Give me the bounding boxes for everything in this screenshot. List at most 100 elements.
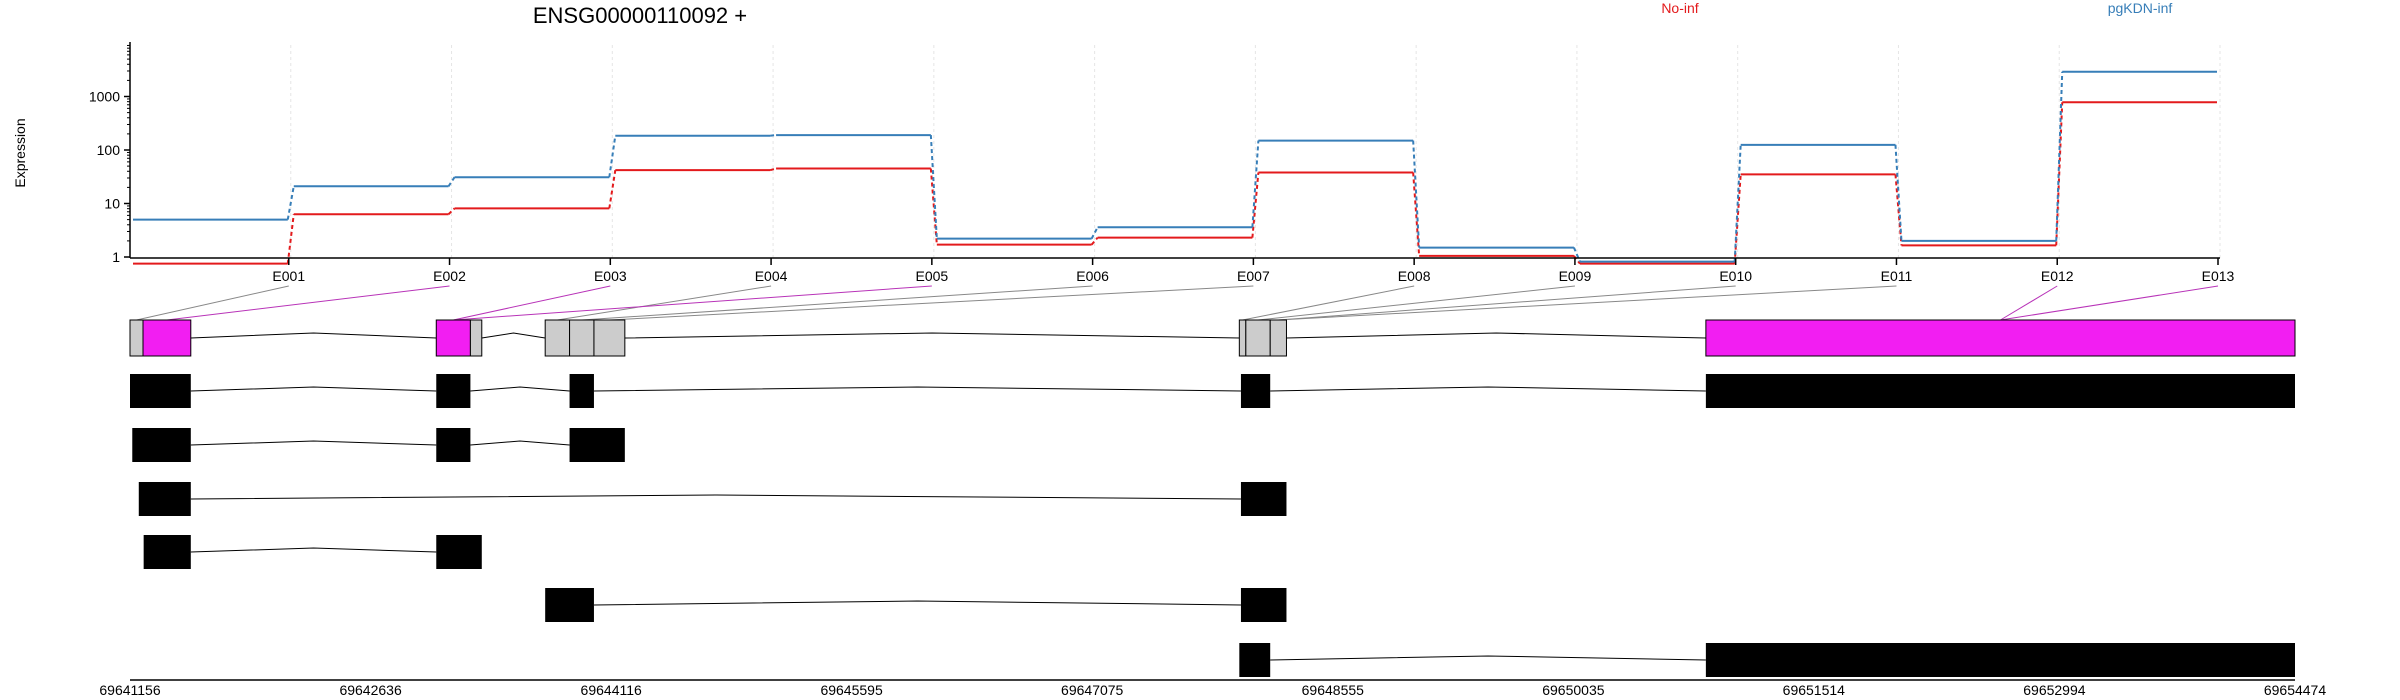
exon-tick-label: E003 bbox=[594, 268, 627, 284]
exon-tick-label: E005 bbox=[915, 268, 948, 284]
genomic-tick-label: 69654474 bbox=[2264, 682, 2327, 698]
exon-connector bbox=[581, 285, 1093, 321]
chart-title: ENSG00000110092 + bbox=[533, 3, 747, 28]
series-connector bbox=[1894, 174, 1903, 246]
intron-line bbox=[624, 332, 1240, 339]
transcript-exon bbox=[130, 374, 191, 408]
exon-connector bbox=[609, 285, 1254, 321]
intron-line bbox=[470, 386, 570, 392]
exon-bin-e006 bbox=[569, 319, 595, 357]
genomic-axis: 69641156 69642636 69644116 69645595 69647075… bbox=[99, 679, 2327, 698]
series-connector bbox=[769, 134, 777, 137]
exon-bin-e010 bbox=[1269, 319, 1287, 357]
exon-bin-e003 bbox=[435, 319, 471, 357]
exon-connector bbox=[166, 285, 450, 321]
genomic-tick-label: 69642636 bbox=[339, 682, 402, 698]
exon-tick-label: E002 bbox=[433, 268, 466, 284]
exon-bin-e009 bbox=[1245, 319, 1271, 357]
series-connector bbox=[2055, 71, 2064, 241]
exon-tick-label: E009 bbox=[1559, 268, 1592, 284]
exon-tick-label: E001 bbox=[272, 268, 305, 284]
series-connector bbox=[929, 168, 938, 245]
y-axis: 1 10 100 1000 bbox=[89, 42, 131, 265]
series-connector bbox=[286, 186, 295, 220]
intron-line bbox=[470, 440, 570, 446]
transcript-exon bbox=[436, 374, 471, 408]
series-connector bbox=[1090, 236, 1099, 246]
transcript-exon bbox=[1240, 374, 1271, 408]
exon-bin-e007 bbox=[593, 319, 626, 357]
y-tick-label: 1000 bbox=[89, 89, 120, 105]
exon-bin-e011 bbox=[1705, 319, 2296, 357]
exon-tick-label: E006 bbox=[1076, 268, 1109, 284]
exon-connector bbox=[557, 285, 772, 321]
intron-line bbox=[190, 440, 437, 446]
genomic-tick-label: 69650035 bbox=[1542, 682, 1605, 698]
transcript-exon bbox=[143, 535, 191, 569]
series-connector bbox=[1251, 140, 1260, 228]
intron-line bbox=[1270, 655, 1706, 661]
genomic-tick-label: 69644116 bbox=[581, 682, 642, 698]
transcript-exon bbox=[569, 428, 625, 462]
transcript-models bbox=[130, 374, 2295, 677]
exon-connector bbox=[453, 285, 611, 321]
y-tick-label: 10 bbox=[104, 196, 120, 212]
exon-connector bbox=[2000, 285, 2058, 321]
exon-bin-e005 bbox=[544, 319, 571, 357]
transcript-exon bbox=[138, 482, 191, 516]
exon-axis: E001 E002 E003 E004 E005 E006 E007 E008 E009 E010… bbox=[130, 257, 2235, 284]
genomic-tick-label: 69651514 bbox=[1783, 682, 1846, 698]
series-connector bbox=[1733, 144, 1742, 262]
series-connector bbox=[1090, 226, 1099, 240]
genomic-tick-label: 69647075 bbox=[1061, 682, 1124, 698]
exon-tick-label: E013 bbox=[2202, 268, 2235, 284]
y-tick-label: 100 bbox=[97, 142, 121, 158]
transcript-exon bbox=[545, 588, 594, 622]
intron-line bbox=[593, 600, 1241, 606]
intron-line bbox=[1286, 332, 1706, 339]
exon-connector bbox=[136, 285, 289, 321]
exon-bin-e008 bbox=[1238, 319, 1247, 357]
grid-lines bbox=[129, 45, 2221, 258]
gene-model bbox=[129, 319, 2296, 357]
exon-tick-label: E010 bbox=[1719, 268, 1752, 284]
intron-line bbox=[593, 386, 1241, 392]
exon-bin-e001 bbox=[129, 319, 144, 357]
transcript-exon bbox=[436, 428, 471, 462]
series-connector bbox=[1412, 140, 1421, 248]
exon-tick-label: E008 bbox=[1398, 268, 1431, 284]
intron-line bbox=[190, 494, 1241, 500]
series-connector bbox=[1573, 255, 1581, 265]
intron-line bbox=[190, 386, 437, 392]
exon-bin-e004 bbox=[469, 319, 483, 357]
series-connector bbox=[769, 167, 777, 172]
series-connector bbox=[447, 207, 456, 215]
series-connector bbox=[447, 176, 456, 187]
exon-connector bbox=[1257, 285, 1575, 321]
exon-connector bbox=[453, 285, 932, 321]
transcript-exon bbox=[436, 535, 482, 569]
y-tick-label: 1 bbox=[112, 249, 120, 265]
transcript-exon bbox=[569, 374, 594, 408]
y-axis-label: Expression bbox=[12, 118, 28, 187]
transcript-exon bbox=[1240, 588, 1287, 622]
genomic-tick-label: 69641156 bbox=[99, 682, 160, 698]
series-connector bbox=[1573, 247, 1581, 263]
exon-tick-label: E011 bbox=[1881, 268, 1913, 284]
genomic-tick-label: 69648555 bbox=[1302, 682, 1365, 698]
series-connector bbox=[286, 214, 295, 264]
intron-line bbox=[481, 332, 546, 339]
expression-plot bbox=[133, 70, 2217, 265]
series-connector bbox=[929, 135, 938, 239]
legend-pgkdn-inf: pgKDN-inf bbox=[2108, 0, 2173, 16]
exon-connector bbox=[1242, 285, 1415, 321]
exon-connector bbox=[1278, 285, 1736, 321]
intron-line bbox=[190, 332, 437, 339]
series-connector bbox=[1894, 144, 1903, 241]
genomic-tick-label: 69652994 bbox=[2023, 682, 2086, 698]
intron-line bbox=[1270, 386, 1706, 392]
transcript-exon bbox=[1240, 482, 1287, 516]
exon-tick-label: E007 bbox=[1237, 268, 1270, 284]
exon-tick-label: E012 bbox=[2041, 268, 2074, 284]
